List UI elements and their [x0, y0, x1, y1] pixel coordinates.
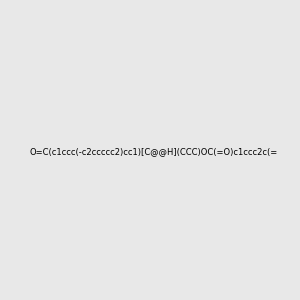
Text: O=C(c1ccc(-c2ccccc2)cc1)[C@@H](CCC)OC(=O)c1ccc2c(=: O=C(c1ccc(-c2ccccc2)cc1)[C@@H](CCC)OC(=O…	[30, 147, 278, 156]
